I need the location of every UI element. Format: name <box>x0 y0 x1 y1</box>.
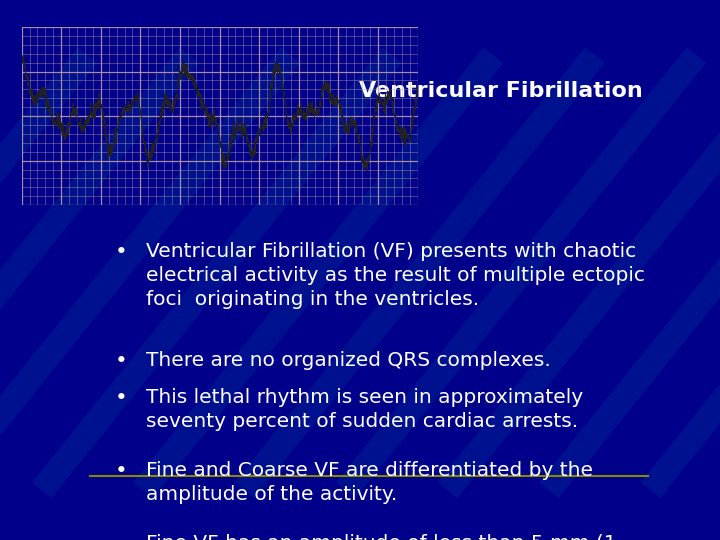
Text: Ventricular Fibrillation: Ventricular Fibrillation <box>359 82 642 102</box>
Text: There are no organized QRS complexes.: There are no organized QRS complexes. <box>145 352 551 370</box>
Text: This lethal rhythm is seen in approximately
seventy percent of sudden cardiac ar: This lethal rhythm is seen in approximat… <box>145 388 583 431</box>
Text: Ventricular Fibrillation (VF) presents with chaotic
electrical activity as the r: Ventricular Fibrillation (VF) presents w… <box>145 241 644 309</box>
Text: •: • <box>114 352 127 372</box>
Text: Fine VF has an amplitude of less than 5 mm (1
large square) whereas coarse VF is: Fine VF has an amplitude of less than 5 … <box>145 534 647 540</box>
Text: Fine and Coarse VF are differentiated by the
amplitude of the activity.: Fine and Coarse VF are differentiated by… <box>145 461 593 504</box>
Text: •: • <box>114 461 127 481</box>
Text: •: • <box>114 388 127 408</box>
Text: •: • <box>114 241 127 261</box>
